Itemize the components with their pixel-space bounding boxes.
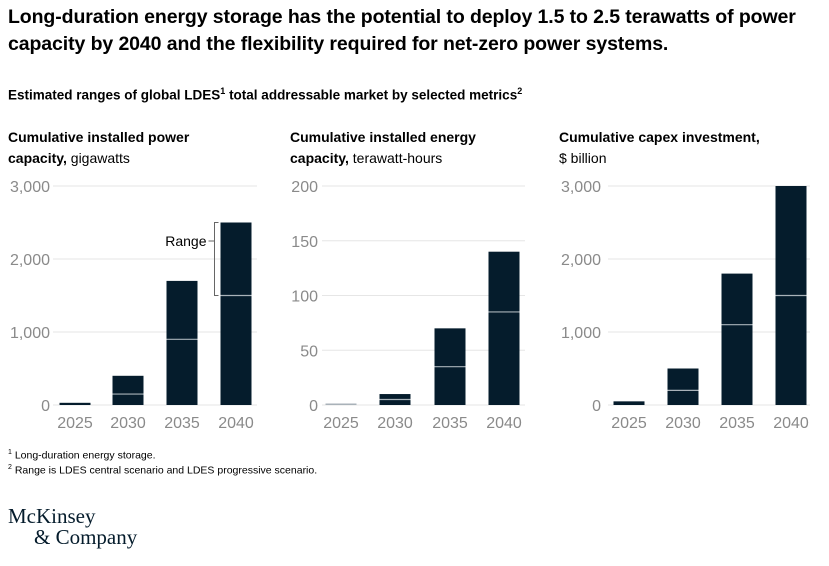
- x-tick-label: 2025: [57, 415, 93, 432]
- panel-title-unit: terawatt-hours: [352, 150, 443, 166]
- x-tick-label: 2035: [432, 415, 468, 432]
- bar-2035: [721, 273, 753, 405]
- y-tick-label: 2,000: [561, 252, 601, 269]
- y-tick-label: 0: [592, 398, 601, 415]
- footnote-1: 1 Long-duration energy storage.: [8, 449, 156, 462]
- x-tick-label: 2035: [719, 415, 755, 432]
- y-tick-label: 2,000: [10, 252, 50, 269]
- bar-2025: [59, 402, 91, 405]
- bar-2025: [613, 401, 645, 405]
- chart-subtitle: Estimated ranges of global LDES1 total a…: [8, 86, 522, 103]
- bar-2025: [325, 403, 357, 405]
- subtitle-sup1: 1: [220, 86, 226, 96]
- range-annotation: Range: [165, 233, 206, 249]
- bar-2030: [112, 375, 144, 405]
- subtitle-text2: total addressable market by selected met…: [225, 87, 518, 103]
- x-tick-label: 2040: [773, 415, 809, 432]
- y-tick-label: 100: [291, 289, 318, 306]
- footnote-text: Range is LDES central scenario and LDES …: [14, 464, 318, 477]
- panel-title-power: Cumulative installed power capacity, gig…: [8, 127, 228, 169]
- range-bracket: [214, 222, 219, 296]
- logo-line1: McKinsey: [8, 504, 96, 528]
- y-tick-label: 1,000: [10, 325, 50, 342]
- mckinsey-logo: McKinsey & Company: [8, 506, 137, 548]
- panel-title-bold: Cumulative capex investment,: [559, 129, 760, 145]
- bar-charts: 0 1,000 2,000 3,000 2025 2030 2035 2040 Range 0 50…: [10, 179, 810, 432]
- y-tick-label: 50: [300, 343, 318, 360]
- logo-line2: & Company: [34, 525, 138, 549]
- x-tick-label: 2040: [486, 415, 522, 432]
- footnote-text: Long-duration energy storage.: [14, 449, 156, 462]
- x-tick-label: 2035: [164, 415, 200, 432]
- x-tick-label: 2025: [323, 415, 359, 432]
- y-tick-label: 200: [291, 179, 318, 196]
- panel-title-unit: $ billion: [559, 150, 607, 166]
- y-tick-label: 0: [309, 398, 318, 415]
- headline: Long-duration energy storage has the pot…: [8, 6, 796, 55]
- x-tick-label: 2040: [218, 415, 254, 432]
- x-tick-label: 2025: [611, 415, 647, 432]
- y-tick-label: 0: [41, 398, 50, 415]
- x-tick-label: 2030: [377, 415, 413, 432]
- y-tick-label: 150: [291, 234, 318, 251]
- subtitle-text: Estimated ranges of global LDES: [8, 87, 221, 103]
- panel-title-capex: Cumulative capex investment, $ billion: [559, 127, 779, 169]
- x-tick-label: 2030: [665, 415, 701, 432]
- y-tick-label: 1,000: [561, 325, 601, 342]
- y-tick-label: 3,000: [561, 179, 601, 196]
- panel-title-unit: gigawatts: [70, 150, 130, 166]
- panel-title-bold: Cumulative installed energy capacity,: [290, 129, 476, 166]
- x-tick-label: 2030: [110, 415, 146, 432]
- bar-2040: [488, 251, 520, 405]
- bar-2040: [220, 222, 252, 405]
- panel-title-energy: Cumulative installed energy capacity, te…: [290, 127, 510, 169]
- footnote-sup: 1: [8, 449, 12, 456]
- y-tick-label: 3,000: [10, 179, 50, 196]
- subtitle-sup2: 2: [517, 86, 523, 96]
- bar-2035: [166, 280, 198, 405]
- panel-title-bold: Cumulative installed power capacity,: [8, 129, 190, 166]
- footnote-2: 2 Range is LDES central scenario and LDE…: [8, 464, 317, 477]
- bar-2030: [667, 368, 699, 405]
- footnote-sup: 2: [8, 464, 12, 471]
